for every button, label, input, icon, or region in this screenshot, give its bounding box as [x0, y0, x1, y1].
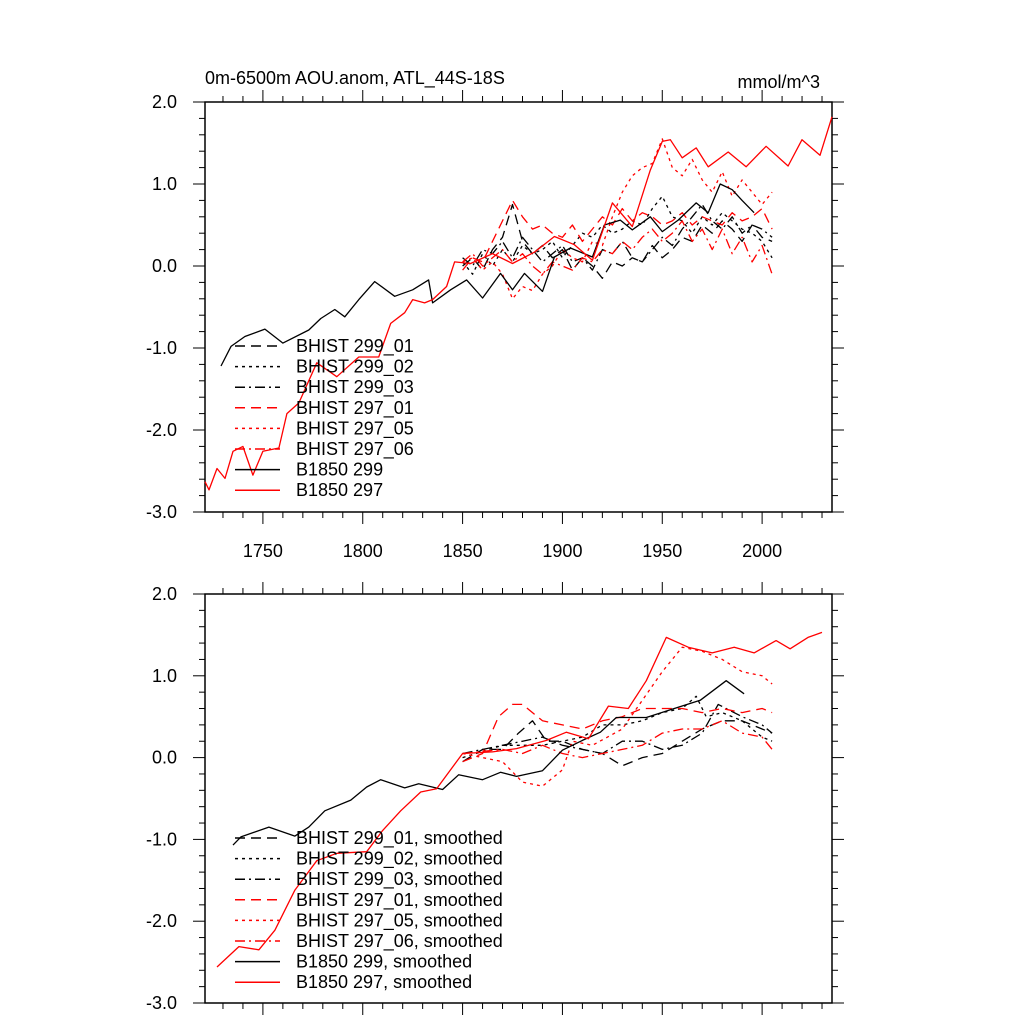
- series-line-bhist-297-05-smoothed: [462, 646, 773, 787]
- y-tick-label: -3.0: [146, 993, 177, 1013]
- plot-frame: [204, 101, 833, 513]
- y-tick-label: -3.0: [146, 502, 177, 522]
- top-panel: 0m-6500m AOU.anom, ATL_44S-18S mmol/m^3 …: [146, 68, 844, 561]
- series-line-bhist-299-03: [462, 203, 773, 271]
- y-tick-label: 0.0: [152, 748, 177, 768]
- series-line-bhist-299-01-smoothed: [462, 720, 773, 767]
- y-tick-label: 1.0: [152, 666, 177, 686]
- x-tick-label: 1900: [542, 541, 582, 561]
- y-tick-label: 2.0: [152, 584, 177, 604]
- legend-label: B1850 299, smoothed: [296, 952, 472, 972]
- legend-label: BHIST 297_06, smoothed: [296, 931, 503, 952]
- legend-label: BHIST 299_01: [296, 336, 414, 357]
- y-tick-label: 2.0: [152, 92, 177, 112]
- x-tick-label: 1750: [243, 541, 283, 561]
- series-line-bhist-297-06: [462, 220, 773, 275]
- legend-label: BHIST 299_02, smoothed: [296, 849, 503, 870]
- units-label: mmol/m^3: [738, 72, 820, 92]
- plot-frame: [204, 593, 833, 1004]
- series-line-b1850-299: [220, 183, 755, 367]
- series-line-bhist-299-03-smoothed: [462, 703, 773, 755]
- y-tick-label: 0.0: [152, 256, 177, 276]
- series-line-bhist-297-06-smoothed: [462, 720, 773, 759]
- legend-label: BHIST 299_02: [296, 357, 414, 378]
- legend-label: BHIST 297_01, smoothed: [296, 890, 503, 911]
- x-tick-label: 2000: [742, 541, 782, 561]
- chart-title: 0m-6500m AOU.anom, ATL_44S-18S: [205, 68, 505, 89]
- y-tick-label: -2.0: [146, 911, 177, 931]
- x-tick-label: 1950: [642, 541, 682, 561]
- series-line-bhist-299-02: [462, 195, 773, 275]
- legend-label: BHIST 297_05: [296, 418, 414, 439]
- legend-label: BHIST 297_05, smoothed: [296, 910, 503, 931]
- series-line-b1850-297-smoothed: [216, 631, 823, 968]
- bottom-panel: 2.0 1.0 0.0 -1.0 -2.0 -3.0 BHIST 299_01, smoot…: [146, 582, 844, 1015]
- series-line-bhist-299-01: [462, 203, 773, 279]
- series-line-bhist-297-01-smoothed: [462, 703, 773, 763]
- series-line-bhist-297-01: [462, 199, 773, 271]
- series-line-b1850-297: [204, 116, 833, 491]
- legend-label: BHIST 297_01: [296, 398, 414, 419]
- legend-label: BHIST 297_06: [296, 439, 414, 460]
- y-tick-label: -1.0: [146, 829, 177, 849]
- legend-label: BHIST 299_03: [296, 377, 414, 398]
- y-tick-label: -2.0: [146, 420, 177, 440]
- series-line-b1850-299-smoothed: [232, 680, 745, 846]
- series-line-bhist-297-05: [462, 138, 773, 300]
- legend-label: B1850 297, smoothed: [296, 972, 472, 992]
- y-tick-label: -1.0: [146, 338, 177, 358]
- x-tick-label: 1800: [343, 541, 383, 561]
- legend-label: B1850 297: [296, 480, 383, 500]
- legend-label: B1850 299: [296, 460, 383, 480]
- x-tick-label: 1850: [443, 541, 483, 561]
- y-tick-label: 1.0: [152, 174, 177, 194]
- legend-label: BHIST 299_01, smoothed: [296, 828, 503, 849]
- legend-label: BHIST 299_03, smoothed: [296, 869, 503, 890]
- series-line-bhist-299-02-smoothed: [462, 695, 773, 759]
